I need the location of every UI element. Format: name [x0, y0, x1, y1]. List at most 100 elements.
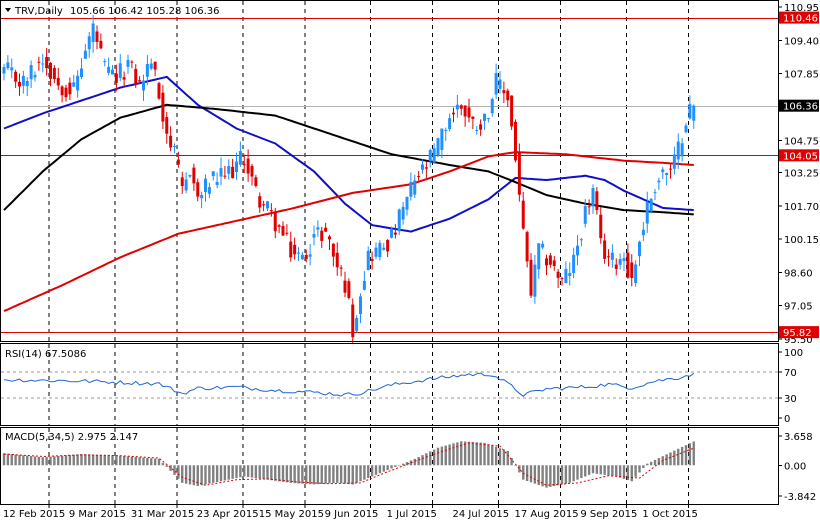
candle-body [254, 177, 258, 186]
candle-body [52, 67, 56, 80]
macd-bar [456, 442, 459, 466]
rsi-line [3, 372, 695, 397]
candle-body [506, 90, 510, 101]
candle-body [157, 83, 161, 99]
candle-body [99, 40, 103, 49]
candle-body [444, 129, 448, 131]
macd-bar [556, 465, 560, 486]
macd-bar [642, 465, 645, 469]
candle-body [649, 198, 653, 212]
candle-body [76, 75, 80, 91]
macd-bar [150, 458, 153, 466]
candle-body [366, 250, 370, 271]
macd-bar [184, 465, 188, 484]
candle-body [223, 175, 227, 177]
candle-body [548, 255, 552, 265]
candle-body [219, 168, 223, 177]
macd-bar [26, 455, 29, 466]
candle-body [692, 105, 696, 121]
macd-bar [618, 465, 622, 478]
candle-body [630, 262, 634, 278]
candle-body [41, 63, 45, 65]
candle-body [300, 254, 304, 260]
candle-body [603, 240, 607, 259]
macd-bar [525, 465, 529, 481]
macd-bar [293, 465, 296, 484]
macd-bar [572, 465, 575, 482]
candle-body [486, 118, 490, 120]
candle-body [591, 188, 595, 207]
macd-bar [425, 453, 428, 466]
macd-bar [398, 465, 401, 466]
candle-body [665, 172, 669, 175]
candle-body [33, 74, 37, 78]
candle-body [328, 236, 331, 240]
candle-body [235, 161, 238, 173]
candle-body [122, 77, 126, 80]
candle-body [502, 90, 506, 94]
macd-bar [227, 465, 230, 480]
candle-body [111, 69, 114, 75]
macd-bar [91, 454, 95, 466]
macd-bar [506, 450, 509, 466]
macd-bar [680, 446, 684, 466]
candle-body [211, 171, 215, 177]
macd-bar [630, 465, 633, 482]
macd-bar [215, 465, 219, 483]
macd-bar [130, 456, 134, 466]
macd-title: MACD(5,34,5) 2.975 2.147 [5, 432, 138, 443]
macd-y-tick-label: 0.00 [784, 461, 806, 472]
macd-bar [297, 465, 300, 484]
candle-body [215, 181, 219, 185]
macd-bar [615, 465, 618, 477]
macd-bar [452, 443, 455, 466]
candle-body [266, 201, 269, 209]
macd-bar [444, 445, 447, 466]
candle-body [378, 242, 382, 258]
candle-body [622, 258, 626, 262]
macd-bar [576, 465, 579, 480]
candle-body [29, 65, 33, 80]
candle-body [393, 232, 397, 235]
macd-bar [308, 465, 312, 485]
candle-body [545, 258, 548, 266]
macd-bar [339, 465, 343, 484]
macd-bar [370, 465, 374, 477]
candle-body [165, 117, 169, 134]
candle-body [413, 180, 417, 195]
candle-body [161, 92, 165, 122]
candle-body [207, 187, 211, 194]
candle-body [432, 148, 436, 163]
macd-bar [611, 465, 614, 476]
macd-bar [45, 456, 48, 466]
candle-body [370, 259, 374, 261]
collapse-triangle-icon[interactable] [5, 8, 11, 12]
candle-body [246, 158, 250, 174]
macd-bar [580, 465, 583, 479]
candle-body [680, 143, 684, 157]
candle-body [525, 232, 529, 262]
candle-body [49, 62, 52, 79]
candle-body [428, 150, 432, 162]
macd-bar [266, 465, 269, 480]
candle-body [149, 63, 153, 69]
candle-body [335, 252, 339, 268]
rsi-panel: RSI(14) 67.5086 100 70 30 0 [0, 343, 803, 426]
macd-bar [603, 465, 606, 475]
macd-bar [448, 444, 451, 466]
macd-bar [212, 465, 215, 483]
price-marker-box [779, 99, 819, 112]
time-tick-label: 23 Apr 2015 [197, 509, 259, 520]
candle-body [564, 268, 568, 284]
macd-bar [409, 460, 413, 466]
candle-body [320, 230, 324, 241]
macd-bar [219, 465, 223, 482]
macd-bar [502, 449, 506, 466]
macd-bar [320, 465, 323, 484]
macd-bar [107, 455, 110, 466]
candle-body [362, 280, 366, 290]
macd-bar [483, 442, 486, 466]
macd-bar [312, 465, 316, 485]
